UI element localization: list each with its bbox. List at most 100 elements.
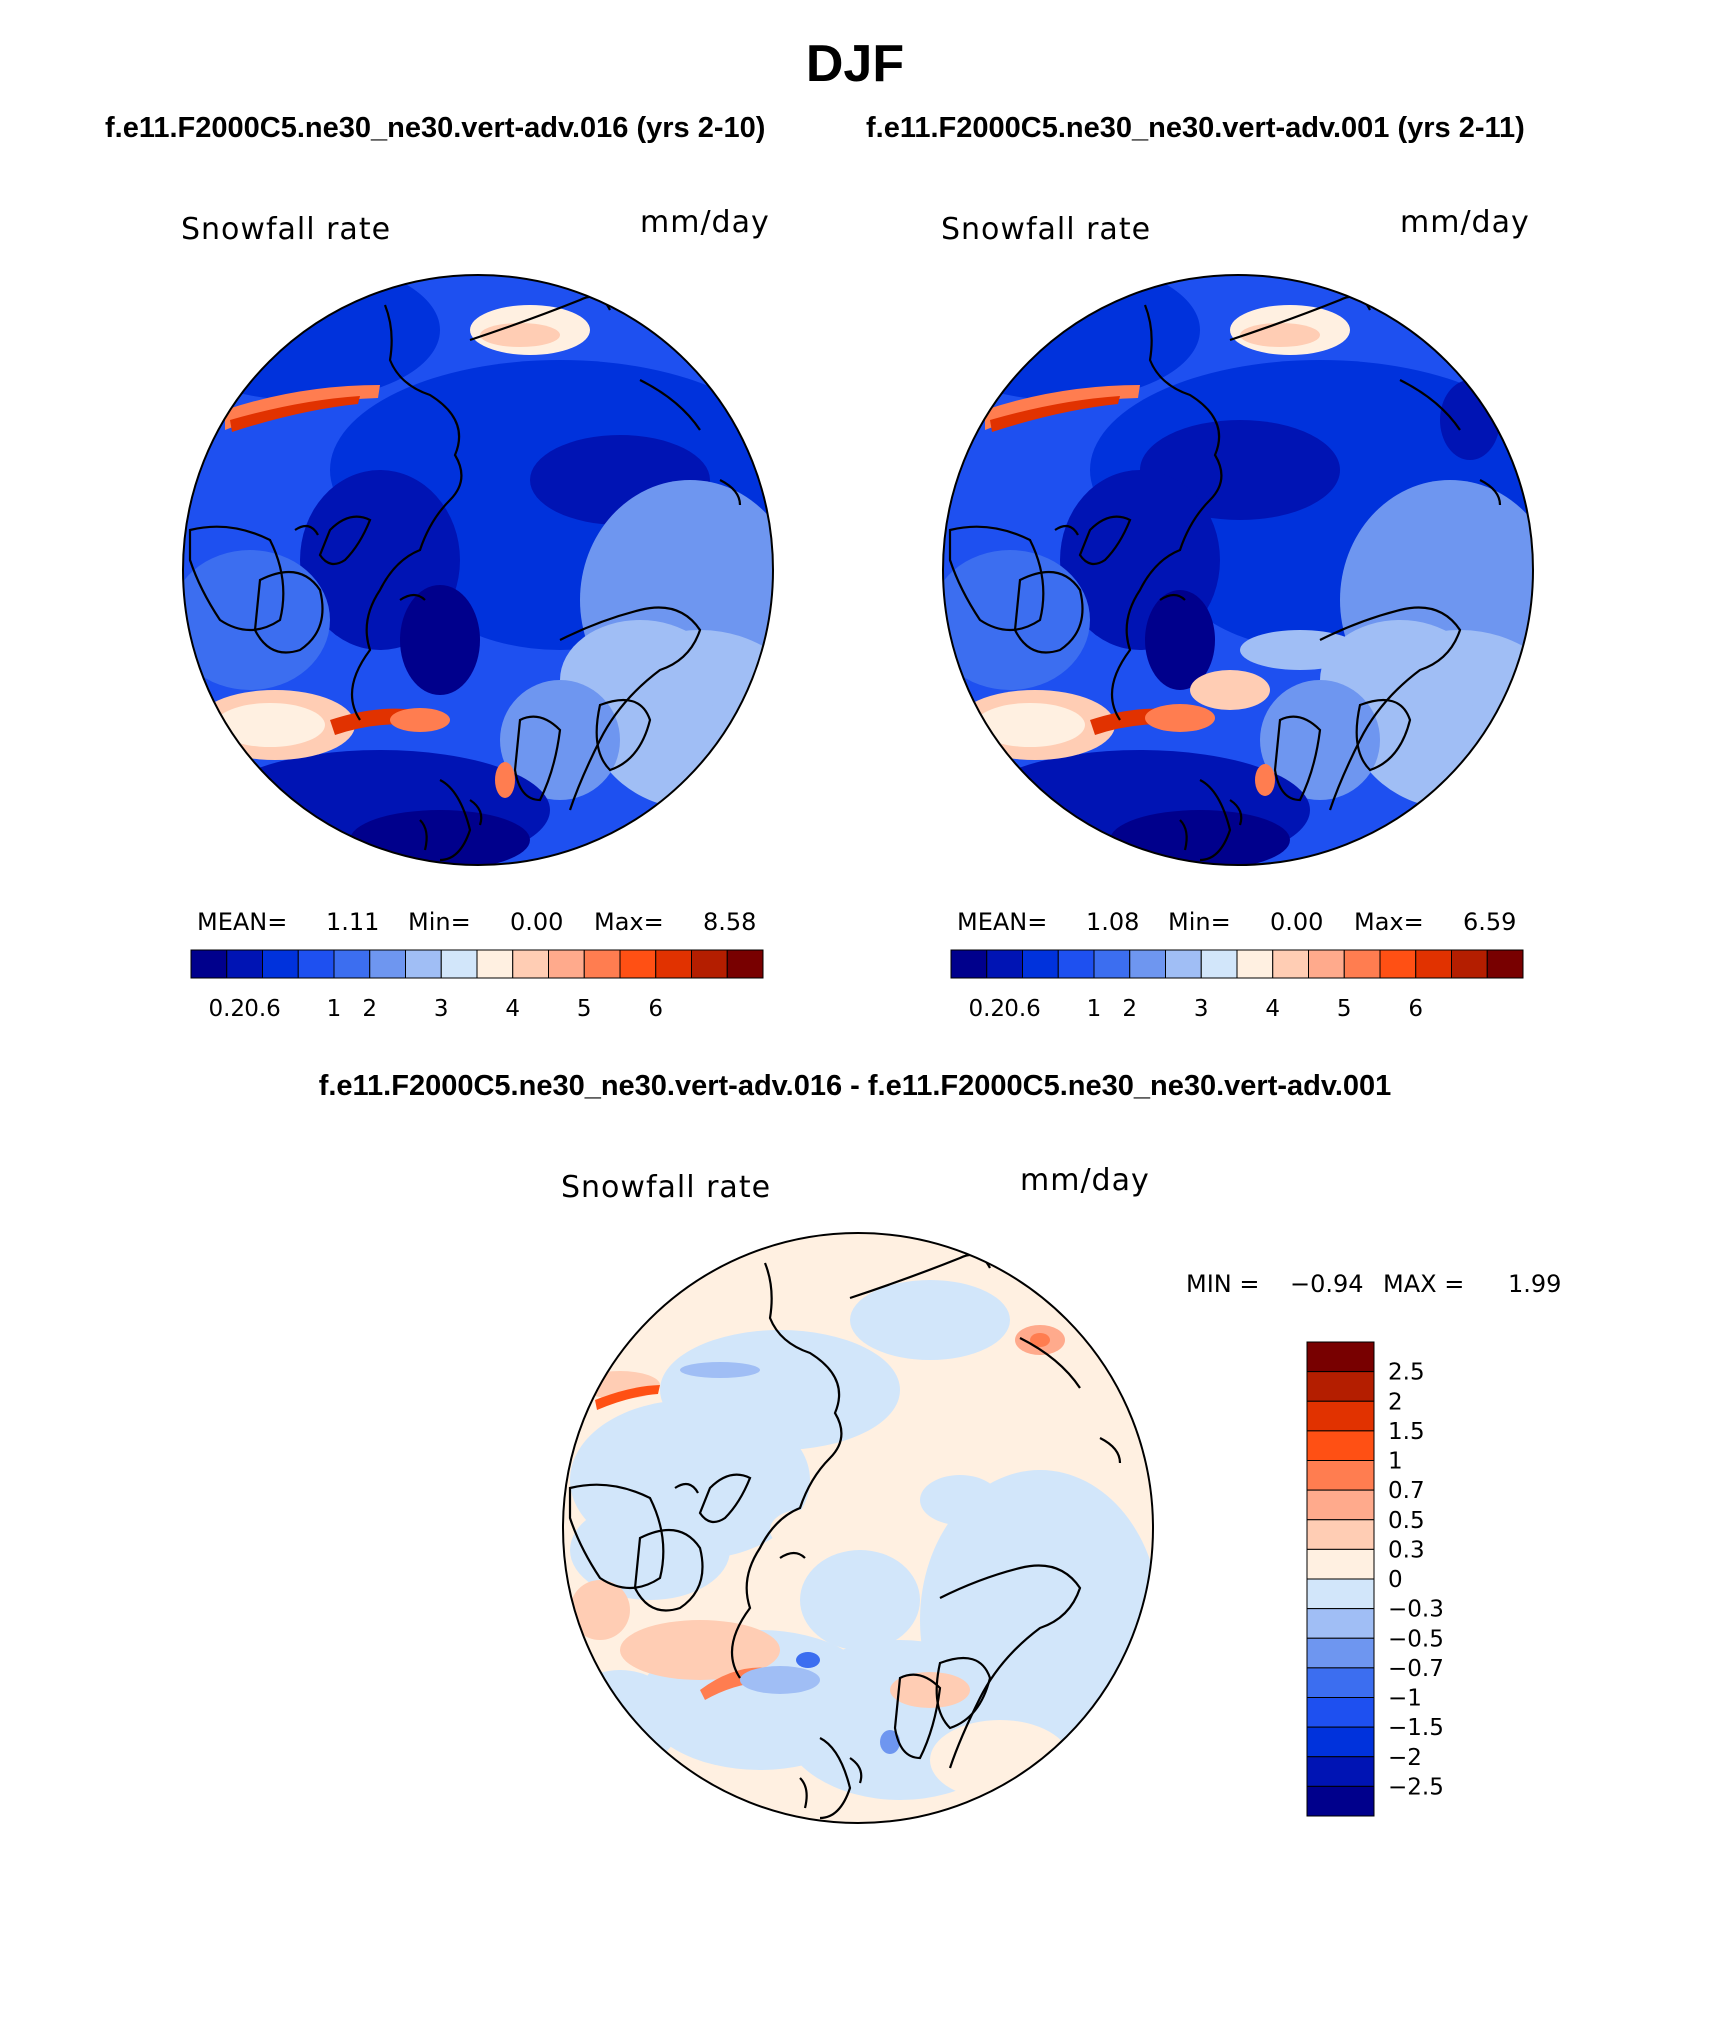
diff-colorbar-tick-label: 0.3 [1388,1537,1425,1563]
right-colorbar-box [1200,949,1238,979]
right-min-label: Min= [1168,908,1231,936]
right-colorbar: 0.2 0.6 1 2 3 4 5 6 [950,949,1524,1022]
diff-colorbar-tick-label: −2.5 [1388,1774,1444,1800]
left-max-value: 8.58 [703,908,757,936]
left-min-label: Min= [408,908,471,936]
left-colorbar-tick-label: 5 [577,996,592,1022]
left-colorbar-box [190,949,228,979]
right-colorbar-box [1129,949,1166,979]
diff-colorbar-tick-label: 0.5 [1388,1508,1425,1534]
diff-colorbar-box [1306,1756,1375,1787]
left-colorbar-tick-label: 0.6 [244,996,281,1022]
diff-colorbar-box [1306,1460,1375,1491]
left-colorbar-box [583,949,621,979]
left-colorbar-box [512,949,549,979]
right-colorbar-box [1486,949,1524,979]
diff-colorbar-tick-label: −0.7 [1388,1656,1444,1682]
right-colorbar-box [1272,949,1309,979]
right-colorbar-box [1451,949,1488,979]
right-colorbar-tick-label: 5 [1337,996,1352,1022]
diff-colorbar-box [1306,1785,1375,1817]
diff-colorbar-tick-label: −1 [1388,1686,1422,1712]
right-colorbar-tick-label: 3 [1194,996,1209,1022]
left-polar-map [182,274,774,866]
right-colorbar-box [1379,949,1417,979]
diff-colorbar-box [1306,1726,1375,1758]
right-colorbar-tick-label: 4 [1265,996,1280,1022]
diff-colorbar-tick-label: −0.3 [1388,1597,1444,1623]
right-mean-value: 1.08 [1086,908,1140,936]
right-colorbar-box [986,949,1023,979]
diff-colorbar-box [1306,1667,1375,1698]
left-colorbar-tick-label: 1 [327,996,342,1022]
diff-colorbar-tick-label: −1.5 [1388,1715,1444,1741]
left-colorbar-box [619,949,657,979]
right-mean-label: MEAN= [957,908,1048,936]
diff-colorbar-tick-label: 2 [1388,1389,1403,1415]
season-title: DJF [805,35,905,93]
diff-colorbar-box [1306,1608,1375,1639]
diff-colorbar-box [1306,1697,1375,1728]
diff-colorbar-box [1306,1519,1375,1550]
right-colorbar-box [1236,949,1274,979]
diff-colorbar-tick-label: 1 [1388,1449,1403,1475]
diff-max-label: MAX = [1383,1270,1465,1298]
diff-colorbar-box [1306,1371,1375,1402]
left-colorbar-tick-label: 3 [434,996,449,1022]
left-max-label: Max= [594,908,664,936]
left-mean-value: 1.11 [326,908,380,936]
right-panel-title: f.e11.F2000C5.ne30_ne30.vert-adv.001 (yr… [866,112,1525,144]
right-units-label: mm/day [1400,205,1530,240]
diff-colorbar-tick-label: 0.7 [1388,1478,1425,1504]
right-colorbar-box [1343,949,1381,979]
left-colorbar-tick-label: 2 [362,996,377,1022]
left-colorbar-box [548,949,585,979]
left-units-label: mm/day [640,205,770,240]
left-mean-label: MEAN= [197,908,288,936]
left-colorbar-box [333,949,371,979]
right-colorbar-box [1415,949,1452,979]
difference-polar-map [562,1232,1154,1824]
diff-max-value: 1.99 [1508,1270,1562,1298]
diff-colorbar-tick-label: −2 [1388,1745,1422,1771]
diff-colorbar-box [1306,1637,1375,1669]
left-colorbar: 0.2 0.6 1 2 3 4 5 6 [190,949,764,1022]
diff-units-label: mm/day [1020,1163,1150,1198]
left-min-value: 0.00 [510,908,564,936]
diff-colorbar-tick-label: 0 [1388,1567,1403,1593]
left-colorbar-box [262,949,299,979]
diff-colorbar-box [1306,1578,1375,1610]
diff-colorbar-box [1306,1489,1375,1521]
right-colorbar-tick-label: 2 [1122,996,1137,1022]
right-variable-label: Snowfall rate [941,212,1152,247]
left-colorbar-box [297,949,335,979]
left-colorbar-tick-label: 0.2 [208,996,245,1022]
right-max-value: 6.59 [1463,908,1517,936]
right-colorbar-box [1093,949,1131,979]
diff-min-label: MIN = [1186,1270,1260,1298]
diff-colorbar-box [1306,1430,1375,1461]
right-colorbar-box [1057,949,1095,979]
right-colorbar-box [1308,949,1345,979]
right-colorbar-tick-label: 0.6 [1004,996,1041,1022]
right-colorbar-tick-label: 6 [1408,996,1423,1022]
left-colorbar-box [369,949,406,979]
diff-min-value: −0.94 [1290,1270,1364,1298]
diff-variable-label: Snowfall rate [561,1170,772,1205]
difference-panel-title: f.e11.F2000C5.ne30_ne30.vert-adv.016 - f… [318,1070,1392,1102]
left-colorbar-box [405,949,442,979]
left-colorbar-box [226,949,263,979]
left-colorbar-box [726,949,764,979]
left-colorbar-box [440,949,478,979]
diff-colorbar-tick-label: 1.5 [1388,1419,1425,1445]
left-colorbar-tick-label: 6 [648,996,663,1022]
diff-colorbar-box [1306,1341,1375,1373]
diff-colorbar-box [1306,1400,1375,1432]
left-colorbar-tick-label: 4 [505,996,520,1022]
right-colorbar-box [950,949,988,979]
diff-colorbar-tick-label: −0.5 [1388,1626,1444,1652]
right-colorbar-box [1165,949,1202,979]
right-colorbar-tick-label: 1 [1087,996,1102,1022]
right-polar-map [942,274,1534,866]
